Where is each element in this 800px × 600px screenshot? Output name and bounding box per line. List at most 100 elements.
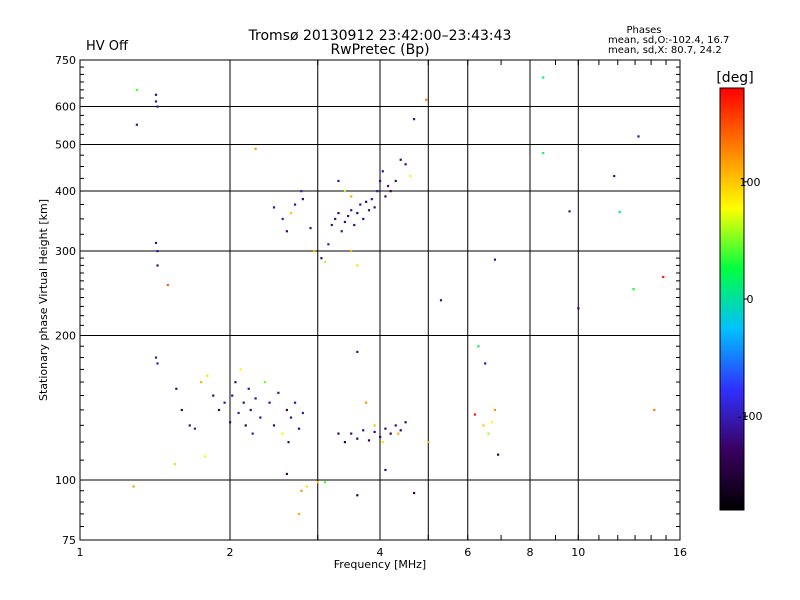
data-point [300, 489, 303, 492]
data-point [477, 345, 480, 348]
data-point [154, 93, 158, 96]
data-point [542, 152, 545, 155]
x-tick-label: 2 [227, 546, 234, 559]
colorbar-tick-label: 100 [740, 176, 761, 189]
data-point [613, 174, 616, 178]
data-point [637, 135, 640, 138]
data-point [412, 118, 416, 121]
data-point [337, 179, 340, 183]
data-point [334, 217, 337, 221]
colorbar-label: [deg] [716, 70, 753, 86]
y-tick-label: 200 [55, 330, 76, 343]
data-point [281, 217, 284, 221]
data-point [384, 468, 387, 472]
data-point [359, 203, 362, 206]
data-point [425, 98, 428, 101]
data-point [373, 424, 376, 427]
data-point [175, 387, 178, 390]
data-point [384, 427, 387, 430]
x-tick-label: 16 [673, 546, 687, 559]
data-point [376, 190, 379, 193]
data-point [301, 411, 305, 415]
plot-frame [79, 59, 681, 541]
data-point [206, 374, 209, 377]
data-point [350, 209, 353, 212]
data-point [350, 195, 353, 198]
x-tick-label: 10 [571, 546, 585, 559]
data-point [487, 432, 490, 435]
data-point [490, 421, 493, 424]
data-point [384, 195, 387, 198]
data-point [542, 76, 545, 79]
y-tick-label: 750 [55, 54, 76, 67]
data-point [367, 439, 371, 442]
data-point [412, 491, 416, 495]
data-point [263, 381, 267, 384]
data-point [166, 283, 169, 287]
data-point [397, 432, 400, 435]
data-point [618, 210, 621, 214]
data-point [223, 401, 226, 404]
data-point [323, 260, 327, 263]
data-point [356, 264, 359, 267]
data-point [350, 250, 353, 253]
data-point [340, 230, 343, 233]
data-point [156, 250, 159, 253]
data-point [323, 481, 327, 484]
data-point [212, 394, 215, 397]
data-point [247, 387, 250, 390]
data-point [337, 432, 340, 435]
data-point [343, 220, 347, 224]
stats-line-x: mean, sd,X: 80.7, 24.2 [608, 45, 722, 56]
chart-subtitle: RwPretec (Bp) [330, 42, 429, 58]
data-point [493, 408, 497, 412]
data-point [156, 105, 159, 108]
x-tick-label: 6 [464, 546, 471, 559]
data-point [399, 429, 402, 432]
data-point [293, 401, 297, 404]
data-point [268, 401, 271, 404]
x-tick-label: 8 [527, 546, 534, 559]
data-point [568, 210, 571, 213]
stats-line-o: mean, sd,O:-102.4, 16.7 [608, 35, 729, 46]
y-axis-label: Stationary phase Virtual Height [km] [37, 199, 50, 401]
data-point [320, 257, 323, 260]
data-point [496, 453, 500, 456]
data-point [300, 190, 303, 193]
data-point [356, 494, 359, 497]
data-point [154, 241, 158, 245]
data-point [289, 416, 293, 419]
y-tick-label: 600 [55, 101, 76, 114]
data-point [367, 209, 371, 212]
data-point [156, 264, 159, 267]
data-point [156, 362, 159, 365]
data-point [404, 421, 407, 424]
colorbar-tick-label: 0 [747, 293, 754, 306]
data-point [350, 432, 353, 435]
data-point [135, 88, 138, 92]
data-point [259, 416, 262, 419]
data-point [386, 184, 390, 188]
data-point [653, 408, 656, 412]
data-point [277, 391, 280, 394]
data-point [154, 100, 158, 103]
data-point [356, 212, 359, 215]
colorbar [719, 87, 745, 511]
data-point [193, 427, 197, 430]
data-point [237, 411, 240, 415]
data-point [254, 397, 257, 400]
data-point [362, 217, 365, 221]
data-point [439, 299, 443, 302]
data-point [346, 214, 350, 218]
data-point [234, 381, 237, 384]
data-point [379, 179, 382, 183]
data-point [365, 401, 368, 404]
y-tick-label: 500 [55, 139, 76, 152]
data-point [473, 413, 477, 416]
data-point [577, 307, 580, 310]
data-point [249, 408, 252, 412]
data-point [313, 250, 316, 253]
data-point [632, 288, 635, 291]
data-point [394, 424, 397, 427]
